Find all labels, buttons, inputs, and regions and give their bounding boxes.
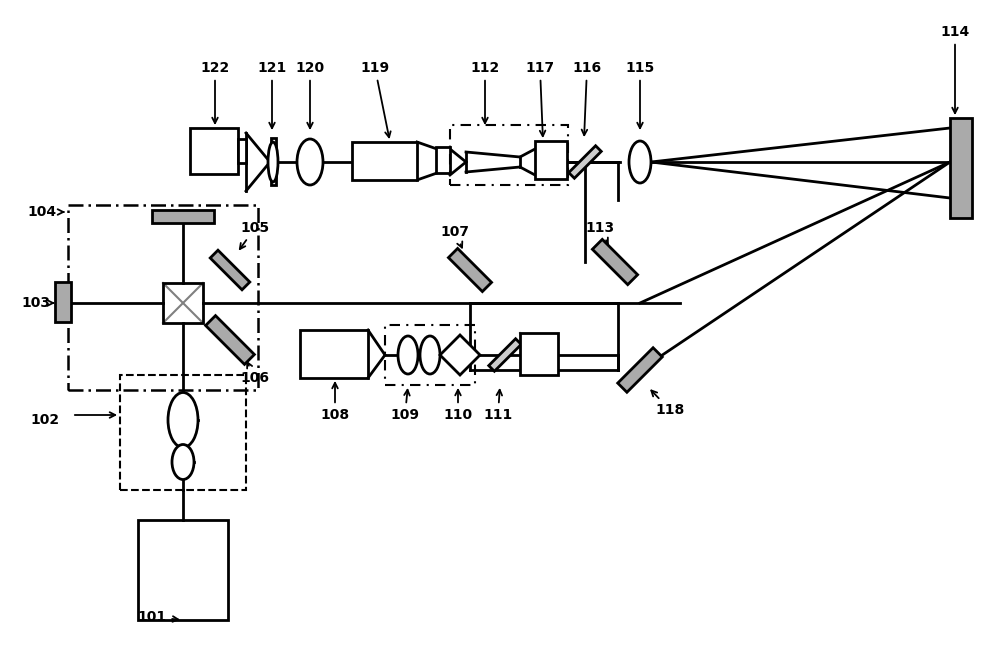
Text: 107: 107 xyxy=(440,225,470,248)
Bar xyxy=(300,330,368,378)
Bar xyxy=(138,520,228,620)
Polygon shape xyxy=(440,335,480,375)
Text: 101: 101 xyxy=(137,610,178,624)
Text: 105: 105 xyxy=(240,221,270,249)
Text: 112: 112 xyxy=(470,61,500,123)
Bar xyxy=(55,282,71,322)
Text: 121: 121 xyxy=(257,61,287,129)
Text: 110: 110 xyxy=(443,390,473,422)
Text: 104: 104 xyxy=(27,205,63,219)
Bar xyxy=(238,139,246,163)
Polygon shape xyxy=(569,146,601,178)
Text: 118: 118 xyxy=(651,391,685,417)
Bar xyxy=(120,375,246,490)
Text: 117: 117 xyxy=(525,61,555,136)
Bar xyxy=(163,283,203,323)
Ellipse shape xyxy=(172,445,194,480)
Text: 109: 109 xyxy=(390,390,420,422)
Bar xyxy=(271,138,276,185)
Ellipse shape xyxy=(268,142,278,182)
Polygon shape xyxy=(152,210,214,223)
Bar xyxy=(68,205,258,390)
Polygon shape xyxy=(210,251,250,290)
Bar xyxy=(385,325,475,385)
Ellipse shape xyxy=(398,336,418,374)
Text: 115: 115 xyxy=(625,61,655,129)
Bar xyxy=(950,118,972,218)
Text: 122: 122 xyxy=(200,61,230,123)
Bar xyxy=(436,147,450,173)
Text: 120: 120 xyxy=(295,61,325,129)
Ellipse shape xyxy=(420,336,440,374)
Bar xyxy=(352,142,417,180)
Text: 103: 103 xyxy=(22,296,50,310)
Polygon shape xyxy=(618,348,662,392)
Text: 111: 111 xyxy=(483,390,513,422)
Text: 116: 116 xyxy=(572,61,602,135)
Bar xyxy=(535,141,567,179)
Bar xyxy=(190,128,238,174)
Polygon shape xyxy=(489,339,521,371)
Polygon shape xyxy=(448,249,492,291)
Ellipse shape xyxy=(297,139,323,185)
Bar xyxy=(520,333,558,375)
Polygon shape xyxy=(206,315,254,364)
Ellipse shape xyxy=(629,141,651,183)
Text: 108: 108 xyxy=(320,383,350,422)
Text: 106: 106 xyxy=(240,362,270,385)
Ellipse shape xyxy=(168,393,198,448)
Text: 114: 114 xyxy=(940,25,970,113)
Polygon shape xyxy=(592,239,638,285)
Bar xyxy=(450,125,568,185)
Text: 113: 113 xyxy=(585,221,615,244)
Text: 102: 102 xyxy=(30,413,60,427)
Text: 119: 119 xyxy=(360,61,391,138)
